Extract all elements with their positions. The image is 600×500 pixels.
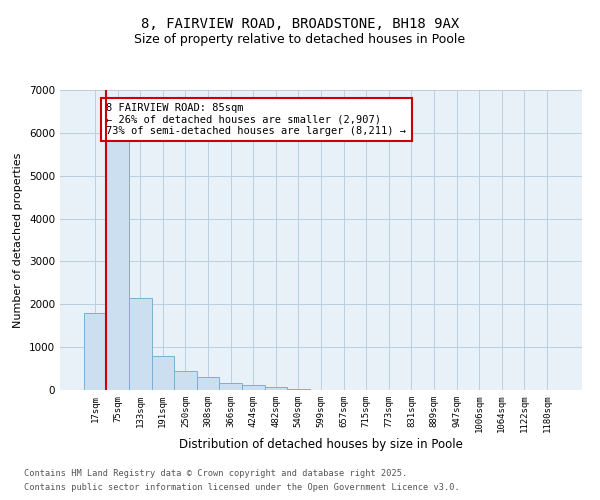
- Bar: [197, 377, 220, 390]
- Bar: [242, 384, 265, 390]
- Bar: [152, 356, 174, 390]
- Bar: [265, 388, 287, 390]
- X-axis label: Distribution of detached houses by size in Poole: Distribution of detached houses by size …: [179, 438, 463, 451]
- Bar: [106, 112, 129, 390]
- Text: Size of property relative to detached houses in Poole: Size of property relative to detached ho…: [134, 32, 466, 46]
- Text: Contains HM Land Registry data © Crown copyright and database right 2025.: Contains HM Land Registry data © Crown c…: [24, 468, 407, 477]
- Bar: [129, 298, 152, 390]
- Bar: [287, 388, 310, 390]
- Bar: [84, 313, 106, 390]
- Bar: [174, 370, 197, 390]
- Text: Contains public sector information licensed under the Open Government Licence v3: Contains public sector information licen…: [24, 484, 460, 492]
- Y-axis label: Number of detached properties: Number of detached properties: [13, 152, 23, 328]
- Bar: [220, 382, 242, 390]
- Text: 8, FAIRVIEW ROAD, BROADSTONE, BH18 9AX: 8, FAIRVIEW ROAD, BROADSTONE, BH18 9AX: [141, 18, 459, 32]
- Text: 8 FAIRVIEW ROAD: 85sqm
← 26% of detached houses are smaller (2,907)
73% of semi-: 8 FAIRVIEW ROAD: 85sqm ← 26% of detached…: [106, 103, 406, 136]
